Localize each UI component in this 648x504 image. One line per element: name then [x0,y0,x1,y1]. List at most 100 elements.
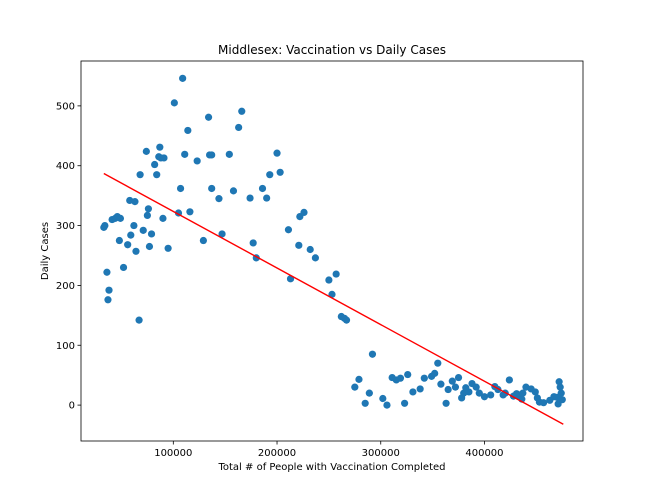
data-point [143,211,151,219]
fit-line-layer [103,172,564,425]
y-tick-label: 400 [56,161,75,172]
data-point [246,194,254,202]
chart-title: Middlesex: Vaccination vs Daily Cases [218,43,446,57]
data-point [475,389,483,397]
data-point [208,184,216,193]
data-point [193,157,201,165]
data-point [557,389,565,397]
data-point [170,99,178,107]
data-point [472,383,480,391]
data-point [101,221,109,230]
data-point [451,383,460,391]
data-point [263,194,271,202]
data-point [238,107,246,115]
data-point [127,231,135,239]
data-point [132,247,140,255]
data-point [139,226,147,234]
y-axis-label: Daily Cases [40,222,51,280]
data-point [115,236,123,245]
data-point [328,290,336,298]
data-point [284,226,293,234]
data-point [401,399,409,407]
data-points [100,74,566,409]
data-point [142,147,150,155]
data-point [519,389,527,397]
data-point [103,268,111,276]
data-point [295,241,303,249]
data-point [437,380,445,388]
data-point [404,370,412,379]
regression-line [103,172,564,425]
data-point [136,171,144,179]
data-point [186,208,194,216]
data-point [342,316,351,324]
data-point [276,168,284,176]
data-point [556,383,564,391]
data-point [130,221,138,230]
data-point [176,184,185,193]
data-point [444,385,452,394]
data-point [420,374,428,382]
data-point [361,399,369,407]
data-point [555,378,563,386]
data-point [164,244,172,252]
y-tick-label: 0 [69,401,75,412]
data-point [153,171,161,179]
data-point [208,151,216,159]
data-point [266,171,274,179]
data-point [144,205,153,213]
data-point [218,230,226,238]
data-point [434,359,442,367]
data-point [442,399,450,407]
data-point [159,214,167,222]
x-axis-label: Total # of People with Vaccination Compl… [217,462,445,473]
data-point [156,143,164,151]
data-point [355,375,363,383]
data-point [539,399,548,407]
data-point [379,394,387,403]
data-point [235,123,243,132]
data-point [215,195,223,203]
plot-frame [80,60,584,442]
data-point [105,286,113,294]
data-point [365,389,373,397]
data-point [300,208,308,217]
data-point [558,396,566,404]
data-point [179,74,187,82]
data-point [116,214,125,222]
data-point [448,377,456,385]
plot-background [81,61,583,441]
data-point [465,388,473,396]
data-point [258,184,267,193]
y-tick-label: 300 [56,221,75,232]
data-point [147,230,156,238]
data-point [368,350,377,358]
data-point [396,374,405,382]
data-point [249,239,257,247]
data-point [104,296,112,304]
data-point [151,160,159,169]
data-point [383,401,391,409]
data-point [480,393,489,401]
data-point [181,150,189,158]
data-point [229,187,238,195]
x-tick-label: 400000 [465,448,503,459]
data-point [505,376,513,384]
data-point [131,198,139,206]
data-point [119,263,128,272]
data-point [487,391,495,399]
y-tick-label: 500 [56,101,75,112]
data-point [416,385,424,393]
data-point [124,241,132,249]
axes: 100000 200000 300000 400000 0 100 200 300 400 500 [56,60,584,459]
data-point [306,245,314,254]
data-point [311,254,320,262]
data-point [184,126,192,135]
y-tick-label: 200 [56,281,75,292]
data-point [531,388,539,396]
data-point [199,236,207,245]
data-point [409,388,417,396]
data-point [454,373,463,382]
plot-area [81,61,583,441]
